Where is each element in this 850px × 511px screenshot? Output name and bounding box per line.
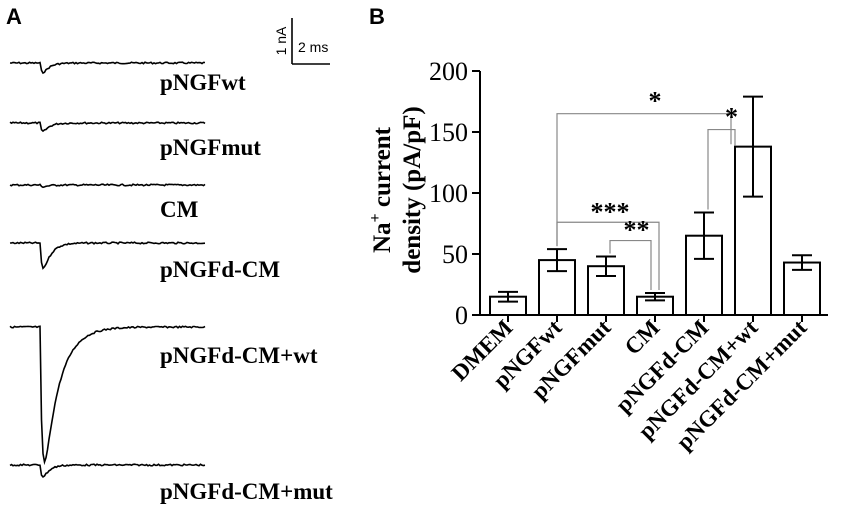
- significance-bracket: [556, 221, 660, 291]
- significance-bracket: [707, 128, 736, 210]
- panel-b-letter: B: [369, 4, 385, 29]
- significance-bracket: [556, 113, 732, 247]
- trace-group: pNGFwt pNGFmut CM pNGFd-CM pNGFd-CM+wt pNGFd-…: [9, 61, 333, 504]
- trace-label: CM: [160, 197, 199, 222]
- trace-label: pNGFd-CM+mut: [160, 479, 333, 504]
- trace-label: pNGFd-CM: [160, 257, 280, 282]
- y-tick-label: 50: [442, 240, 468, 269]
- y-axis-title-line2: density (pA/pF): [399, 106, 426, 273]
- significance-label: *: [649, 87, 662, 116]
- current-trace: [9, 183, 206, 189]
- y-tick-label: 200: [429, 57, 468, 86]
- scale-bar: 1 nA 2 ms: [273, 18, 330, 65]
- current-trace: [9, 241, 206, 270]
- significance-label: **: [624, 216, 650, 245]
- scale-bar-horizontal-label: 2 ms: [298, 39, 328, 55]
- y-tick-label: 0: [455, 301, 468, 330]
- y-tick-label: 100: [429, 179, 468, 208]
- significance-label: ***: [591, 197, 630, 226]
- panel-a-letter: A: [6, 4, 22, 29]
- significance-bracket: [609, 239, 652, 291]
- trace-label: pNGFwt: [160, 70, 246, 95]
- y-tick-label: 150: [429, 118, 468, 147]
- trace-label: pNGFd-CM+wt: [160, 343, 318, 368]
- trace-label: pNGFmut: [160, 135, 261, 160]
- current-trace: [9, 463, 206, 478]
- y-axis-title: Na+ current density (pA/pF): [367, 106, 426, 273]
- y-axis-title-line1: Na+ current: [367, 126, 396, 253]
- current-trace: [9, 61, 206, 75]
- significance-label: *: [725, 103, 738, 132]
- scale-bar-vertical-label: 1 nA: [273, 26, 289, 55]
- current-trace: [9, 325, 206, 466]
- current-trace: [9, 121, 206, 133]
